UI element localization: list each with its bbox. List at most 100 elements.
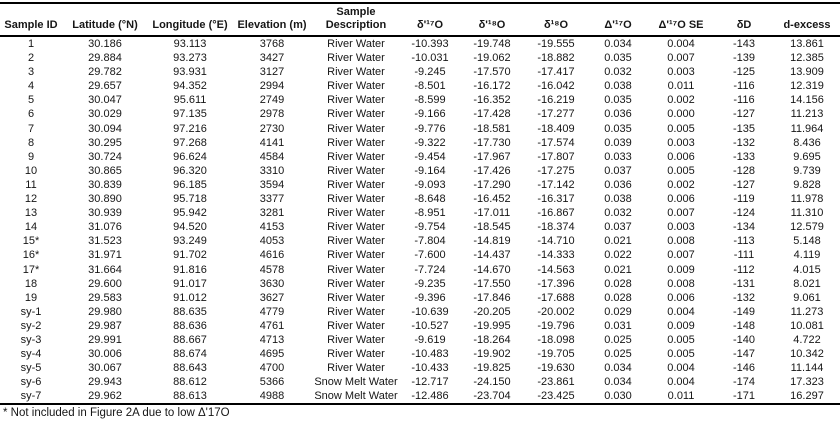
table-cell: -16.352 <box>473 94 511 107</box>
table-cell: River Water <box>327 38 385 50</box>
table-cell: 29.943 <box>88 376 122 389</box>
table-cell: 0.005 <box>667 333 695 346</box>
table-cell: Snow Melt Water <box>314 376 398 389</box>
table-cell: -19.825 <box>473 362 511 375</box>
table-cell: 16* <box>22 249 40 262</box>
table-cell: 88.612 <box>173 376 207 389</box>
table-cell: 30.029 <box>88 108 122 121</box>
table-cell: 0.003 <box>667 136 695 149</box>
table-cell: -8.599 <box>414 94 446 107</box>
table-cell: 17.323 <box>790 376 824 389</box>
table-cell: 0.006 <box>667 150 695 163</box>
table-cell: 0.002 <box>667 94 695 107</box>
table-cell: -9.093 <box>414 178 446 191</box>
table-cell: -19.555 <box>537 38 575 50</box>
table-cell: -14.710 <box>537 235 575 248</box>
table-cell: 0.035 <box>604 94 632 107</box>
table-cell: 88.643 <box>173 362 207 375</box>
table-cell: 0.011 <box>648 389 714 406</box>
table-cell: 3281 <box>259 207 285 220</box>
table-row: 8 30.295 97.268 4141 River Water -9.322 -17.73… <box>0 136 840 150</box>
table-cell: 0.009 <box>667 263 695 276</box>
table-cell: 31.523 <box>88 235 122 248</box>
table-cell: 0.007 <box>667 52 695 65</box>
table-cell: 12.319 <box>790 80 824 93</box>
table-cell: River Water <box>327 108 385 121</box>
table-cell: 0.003 <box>667 221 695 234</box>
table-cell: 29.657 <box>88 80 122 93</box>
table-cell: -10.483 <box>411 348 449 361</box>
table-cell: 31.076 <box>88 221 122 234</box>
table-cell: River Water <box>327 305 385 318</box>
table-cell: 0.002 <box>667 178 695 191</box>
table-cell: 10 <box>24 164 38 177</box>
table-cell: 4 <box>27 80 35 93</box>
table-cell: 29.782 <box>88 66 122 79</box>
table-cell: River Water <box>327 319 385 332</box>
table-cell: -16.317 <box>537 193 575 206</box>
table-cell: 4053 <box>259 235 285 248</box>
table-cell: -119 <box>733 193 755 206</box>
table-cell: 3768 <box>259 38 285 50</box>
table-row: 14 31.076 94.520 4153 River Water -9.754 -18.5… <box>0 220 840 234</box>
table-cell: -17.967 <box>473 150 511 163</box>
table-cell: 5366 <box>259 376 285 389</box>
table-cell: -12.717 <box>411 376 449 389</box>
table-row: 6 30.029 97.135 2978 River Water -9.166 -17.42… <box>0 107 840 121</box>
table-cell: 97.268 <box>173 136 207 149</box>
table-cell: River Water <box>327 235 385 248</box>
table-cell: 94.352 <box>173 80 207 93</box>
table-cell: -14.670 <box>473 263 511 276</box>
table-cell: 0.005 <box>667 164 695 177</box>
table-cell: 0.032 <box>604 66 632 79</box>
table-cell: River Water <box>327 291 385 304</box>
table-cell: -17.688 <box>537 291 575 304</box>
table-cell: 8 <box>27 136 35 149</box>
table-cell: 17* <box>22 263 40 276</box>
table-cell: -116 <box>733 94 755 107</box>
table-row: sy-3 29.991 88.667 4713 River Water -9.619 -18… <box>0 333 840 347</box>
table-cell: River Water <box>327 333 385 346</box>
table-cell: 0.022 <box>604 249 632 262</box>
table-cell: 0.038 <box>604 80 632 93</box>
table-cell: 19 <box>24 291 38 304</box>
table-cell: 6 <box>27 108 35 121</box>
table-cell: River Water <box>327 207 385 220</box>
table-cell: -112 <box>733 263 755 276</box>
col-header-delta-18O: δ¹⁸O <box>524 3 588 37</box>
table-cell: 0.035 <box>604 122 632 135</box>
table-cell: 11.144 <box>790 362 824 375</box>
table-cell: 2 <box>27 52 35 65</box>
table-cell: 93.113 <box>173 38 207 50</box>
table-cell: -9.776 <box>414 122 446 135</box>
table-cell: -125 <box>732 66 756 79</box>
table-cell: -14.333 <box>537 249 575 262</box>
table-cell: 0.038 <box>604 193 632 206</box>
table-cell: 97.216 <box>173 122 207 135</box>
table-cell: 12.579 <box>790 221 824 234</box>
table-cell: 0.007 <box>667 207 695 220</box>
table-cell: -17.417 <box>537 66 575 79</box>
col-header-cap-delta-prime-17O-SE: Δ'¹⁷O SE <box>648 3 714 37</box>
table-cell: 88.636 <box>173 319 207 332</box>
table-cell: 5.148 <box>793 235 821 248</box>
table-cell: 4.722 <box>793 333 821 346</box>
table-cell: -9.235 <box>414 277 446 290</box>
table-cell: 0.037 <box>604 164 632 177</box>
table-cell: 0.021 <box>604 235 632 248</box>
table-cell: -9.245 <box>414 66 446 79</box>
table-cell: -19.796 <box>537 319 575 332</box>
table-cell: -14.437 <box>473 249 511 262</box>
table-cell: River Water <box>327 348 385 361</box>
table-cell: -19.902 <box>473 348 511 361</box>
table-row: 19 29.583 91.012 3627 River Water -9.396 -17.8… <box>0 291 840 305</box>
table-cell: 0.025 <box>604 348 632 361</box>
table-cell: -143 <box>732 38 756 50</box>
col-header-elevation: Elevation (m) <box>232 3 312 37</box>
table-cell: 3377 <box>259 193 285 206</box>
table-cell: 29.583 <box>88 291 122 304</box>
table-row: 10 30.865 96.320 3310 River Water -9.164 -17.4… <box>0 164 840 178</box>
table-cell: 30.724 <box>88 150 122 163</box>
table-cell: 11.213 <box>790 108 824 121</box>
header-row: Sample ID Latitude (°N) Longitude (°E) E… <box>0 3 840 37</box>
